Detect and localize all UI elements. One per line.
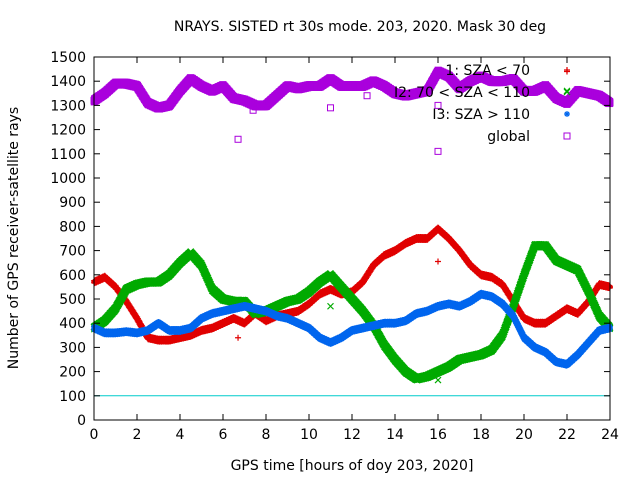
outlier-point [435,258,441,265]
chart-title: NRAYS. SISTED rt 30s mode. 203, 2020. Ma… [174,19,546,35]
outlier-point [235,334,242,341]
series-markers [90,66,614,384]
